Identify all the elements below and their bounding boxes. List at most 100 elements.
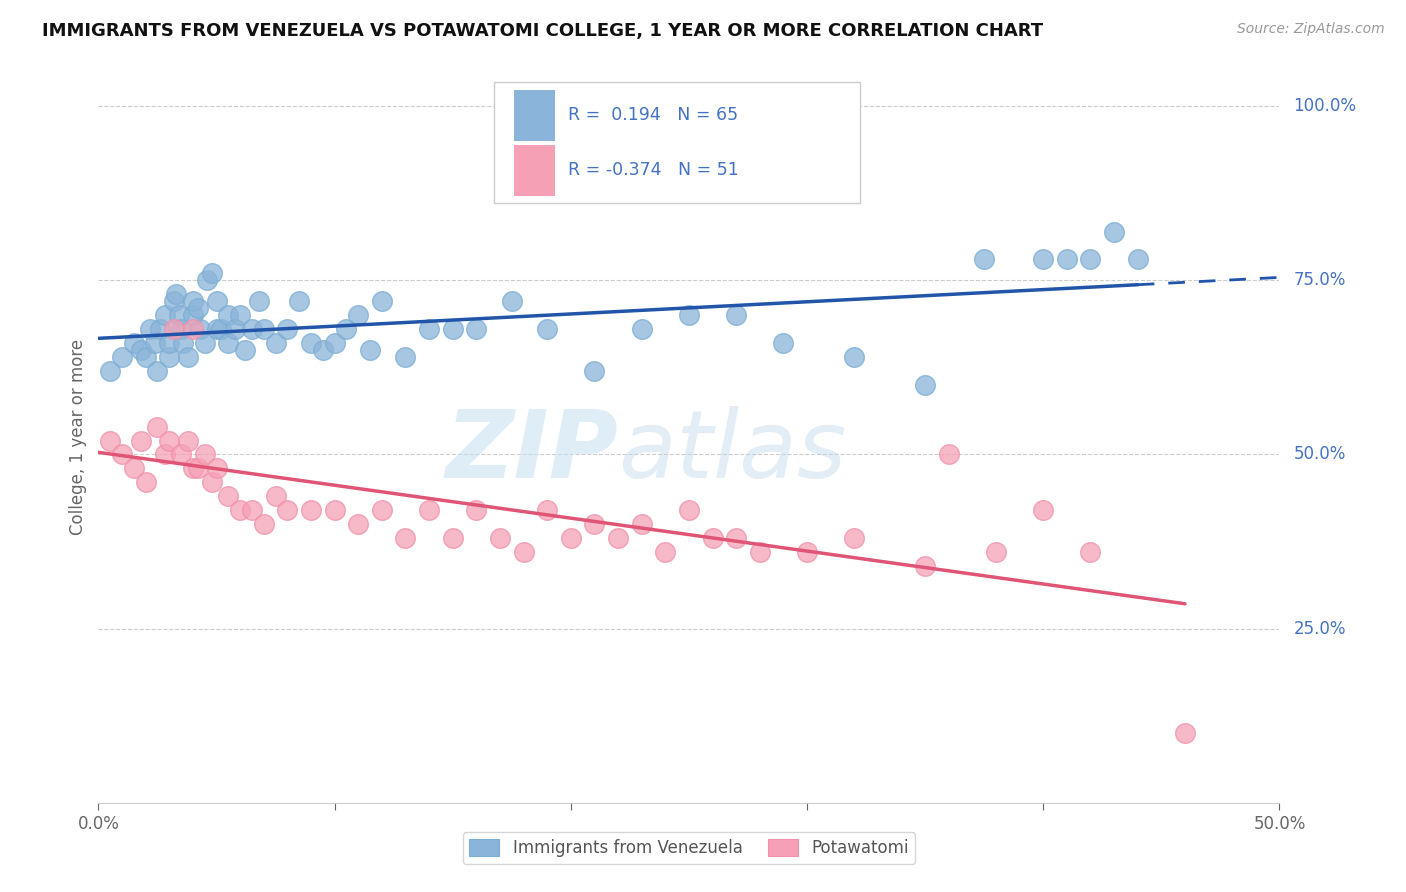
Point [187, 301, 209, 316]
Point [654, 545, 676, 559]
Point [240, 322, 263, 336]
Point [748, 545, 770, 559]
Point [177, 434, 200, 448]
Point [229, 503, 252, 517]
Point [347, 517, 370, 532]
Point [772, 336, 794, 351]
Point [129, 343, 152, 357]
Point [163, 294, 186, 309]
Point [167, 308, 190, 322]
Point [139, 322, 162, 336]
Point [973, 252, 995, 267]
Legend: Immigrants from Venezuela, Potawatomi: Immigrants from Venezuela, Potawatomi [463, 832, 915, 864]
Point [938, 448, 960, 462]
Point [984, 545, 1007, 559]
Point [702, 531, 724, 545]
FancyBboxPatch shape [515, 145, 555, 195]
Text: IMMIGRANTS FROM VENEZUELA VS POTAWATOMI COLLEGE, 1 YEAR OR MORE CORRELATION CHAR: IMMIGRANTS FROM VENEZUELA VS POTAWATOMI … [42, 22, 1043, 40]
Point [725, 308, 748, 322]
Text: 75.0%: 75.0% [1294, 271, 1346, 289]
Point [725, 531, 748, 545]
Point [418, 322, 440, 336]
Y-axis label: College, 1 year or more: College, 1 year or more [69, 339, 87, 535]
Point [181, 461, 204, 475]
Point [233, 343, 256, 357]
Point [146, 364, 169, 378]
Point [914, 558, 936, 573]
Point [129, 434, 152, 448]
Text: 25.0%: 25.0% [1294, 620, 1346, 638]
Point [201, 475, 224, 490]
Point [157, 350, 180, 364]
Text: atlas: atlas [619, 406, 846, 497]
Point [465, 322, 488, 336]
Point [187, 461, 209, 475]
Point [181, 322, 204, 336]
Point [247, 294, 270, 309]
Point [583, 364, 606, 378]
Point [229, 308, 252, 322]
Point [489, 531, 512, 545]
Point [122, 461, 145, 475]
Text: Source: ZipAtlas.com: Source: ZipAtlas.com [1237, 22, 1385, 37]
Point [188, 322, 211, 336]
Point [1032, 503, 1054, 517]
Point [299, 336, 322, 351]
Point [224, 322, 246, 336]
Point [146, 419, 169, 434]
Point [371, 294, 394, 309]
Text: R = -0.374   N = 51: R = -0.374 N = 51 [568, 161, 740, 179]
Point [143, 336, 166, 351]
Point [153, 308, 176, 322]
Point [678, 503, 700, 517]
Point [1032, 252, 1054, 267]
Point [1056, 252, 1078, 267]
Point [253, 322, 276, 336]
Point [209, 322, 232, 336]
Point [560, 531, 582, 545]
Point [536, 322, 558, 336]
Point [323, 503, 346, 517]
Point [371, 503, 394, 517]
Point [194, 336, 217, 351]
Point [335, 322, 357, 336]
Point [181, 294, 204, 309]
Point [194, 448, 217, 462]
Point [163, 322, 186, 336]
Point [678, 308, 700, 322]
Point [205, 461, 228, 475]
Point [288, 294, 311, 309]
FancyBboxPatch shape [515, 90, 555, 141]
Point [1174, 726, 1197, 740]
Point [630, 517, 652, 532]
Text: 100.0%: 100.0% [1294, 97, 1357, 115]
Point [253, 517, 276, 532]
Point [181, 308, 204, 322]
Point [312, 343, 335, 357]
Point [165, 287, 187, 301]
Point [844, 531, 866, 545]
Point [157, 434, 180, 448]
Point [157, 336, 180, 351]
Point [201, 266, 224, 280]
Point [177, 350, 200, 364]
Point [299, 503, 322, 517]
Point [441, 531, 464, 545]
Point [512, 545, 534, 559]
Point [205, 322, 228, 336]
Point [276, 322, 298, 336]
Point [98, 364, 121, 378]
Point [170, 448, 193, 462]
Point [914, 377, 936, 392]
Point [217, 336, 239, 351]
Point [153, 448, 176, 462]
Point [172, 336, 194, 351]
Point [630, 322, 652, 336]
Point [441, 322, 464, 336]
Text: R =  0.194   N = 65: R = 0.194 N = 65 [568, 106, 738, 124]
Point [135, 350, 157, 364]
Point [1080, 545, 1102, 559]
Point [170, 322, 193, 336]
Text: 50.0%: 50.0% [1294, 445, 1346, 464]
Point [217, 489, 239, 503]
